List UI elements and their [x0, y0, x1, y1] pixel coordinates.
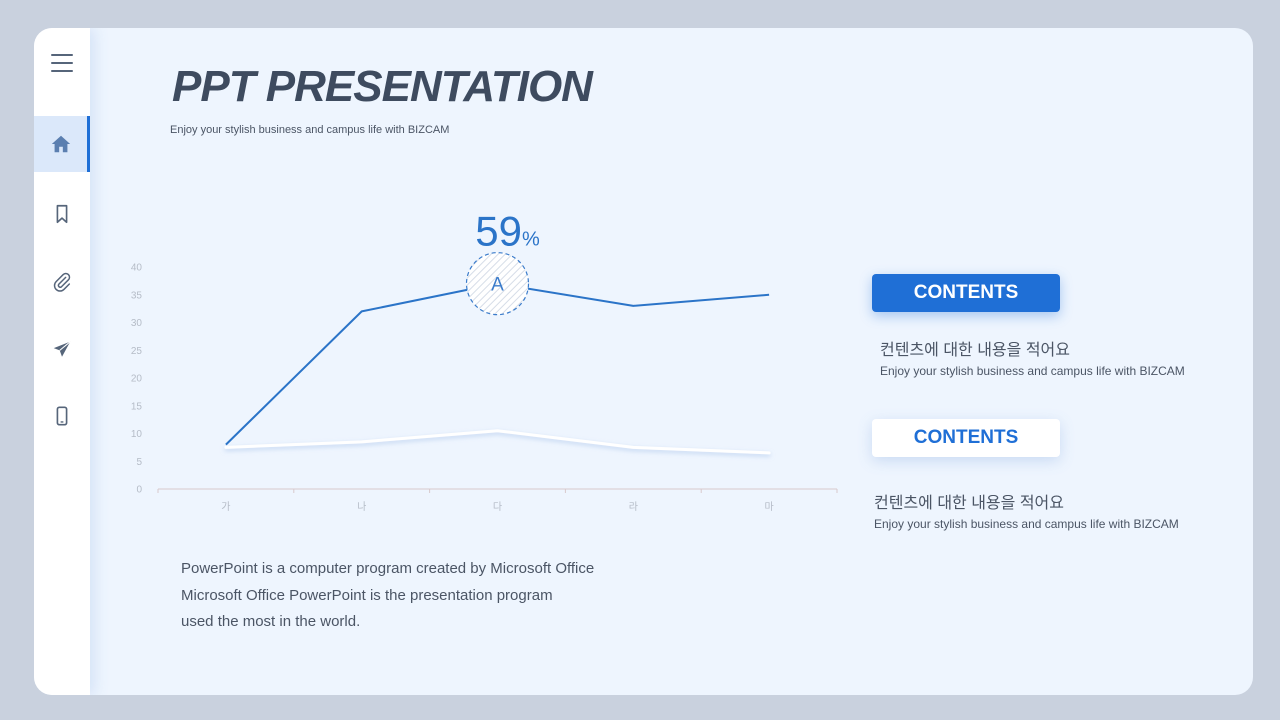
- highlight-marker: [465, 252, 530, 316]
- y-tick-label: 5: [136, 457, 142, 468]
- line-chart: 0 5 10 15 20 25 30 35 40 가 나 다 라 마 A 59%: [131, 208, 838, 513]
- smartphone-icon: [56, 406, 68, 426]
- x-tick-label: 마: [764, 501, 773, 513]
- bookmark-icon: [56, 204, 68, 224]
- body-line: PowerPoint is a computer program created…: [181, 560, 595, 577]
- series-line: [224, 429, 771, 455]
- sidebar-item-bookmark[interactable]: [34, 186, 90, 242]
- sidebar-item-send[interactable]: [34, 321, 90, 377]
- x-tick-label: 나: [357, 501, 366, 513]
- sidebar-item-mobile[interactable]: [34, 388, 90, 444]
- y-tick-label: 20: [131, 374, 143, 385]
- menu-icon[interactable]: [51, 54, 73, 72]
- contents-description-en: Enjoy your stylish business and campus l…: [874, 517, 1179, 531]
- page-subtitle: Enjoy your stylish business and campus l…: [170, 124, 450, 136]
- body-line: Microsoft Office PowerPoint is the prese…: [181, 586, 553, 604]
- sidebar-item-attachment[interactable]: [34, 254, 90, 310]
- y-tick-label: 10: [131, 429, 143, 440]
- body-paragraph: PowerPoint is a computer program created…: [181, 556, 594, 636]
- contents-description-kr: 컨텐츠에 대한 내용을 적어요: [874, 495, 1064, 512]
- y-tick-label: 25: [131, 346, 143, 357]
- y-tick-label: 40: [131, 263, 143, 274]
- x-tick-label: 다: [493, 501, 502, 513]
- home-icon: [51, 135, 70, 153]
- y-tick-label: 0: [136, 485, 142, 496]
- slide-card: PPT PRESENTATION Enjoy your stylish busi…: [34, 28, 1253, 695]
- paperclip-icon: [53, 272, 71, 292]
- y-tick-label: 30: [131, 318, 143, 329]
- page-title: PPT PRESENTATION: [172, 62, 593, 111]
- sidebar-item-home[interactable]: [34, 116, 90, 172]
- highlight-marker-label: A: [491, 275, 504, 296]
- x-tick-label: 가: [221, 501, 230, 513]
- highlight-value: 59%: [475, 208, 540, 255]
- y-tick-label: 35: [131, 290, 143, 301]
- x-tick-label: 라: [629, 501, 638, 513]
- sidebar: [34, 28, 90, 695]
- highlight-unit: %: [522, 229, 540, 251]
- contents-button[interactable]: CONTENTS: [872, 419, 1060, 457]
- contents-button[interactable]: CONTENTS: [872, 274, 1060, 312]
- contents-description-kr: 컨텐츠에 대한 내용을 적어요: [880, 342, 1070, 359]
- y-tick-label: 15: [131, 401, 143, 412]
- body-line: used the most in the world.: [181, 613, 361, 630]
- paper-plane-icon: [53, 341, 71, 357]
- contents-description-en: Enjoy your stylish business and campus l…: [880, 364, 1185, 378]
